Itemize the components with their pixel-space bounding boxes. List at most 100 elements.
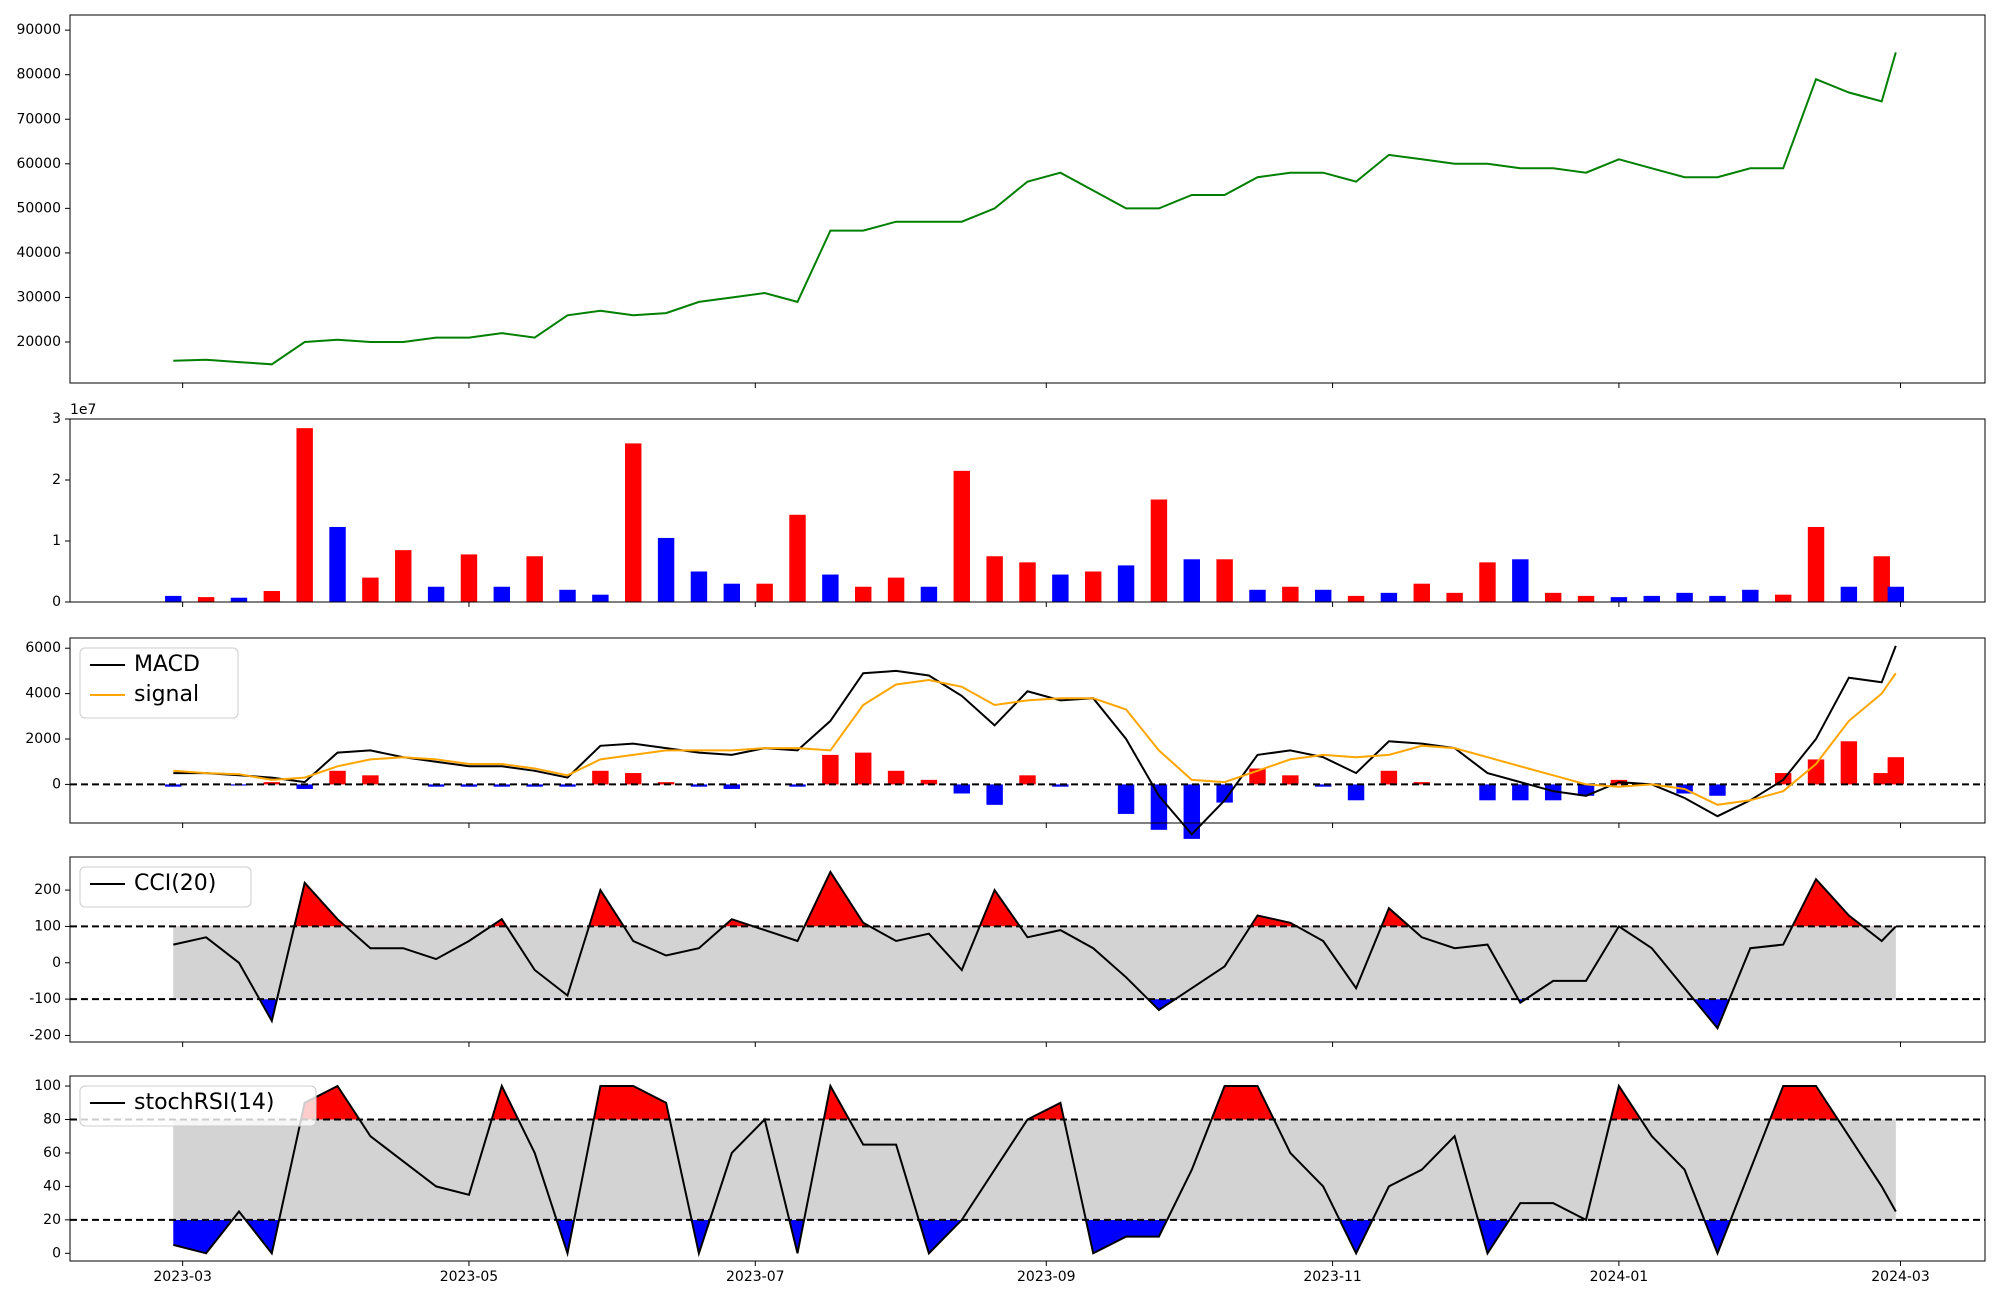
x-tick-label: 2023-03 bbox=[153, 1269, 212, 1285]
y-tick-label: 0 bbox=[52, 1245, 61, 1261]
histogram-bar bbox=[1479, 784, 1496, 801]
histogram-bar bbox=[165, 784, 182, 787]
histogram-bar bbox=[1282, 775, 1299, 785]
histogram-bar bbox=[329, 770, 346, 785]
volume-bar bbox=[953, 470, 971, 602]
x-tick-label: 2023-11 bbox=[1303, 1269, 1362, 1285]
volume-bar bbox=[1052, 574, 1069, 602]
histogram-bar bbox=[1117, 784, 1135, 814]
y-tick-label: 0 bbox=[52, 776, 61, 792]
y-tick-label: 50000 bbox=[16, 200, 61, 216]
volume-bar bbox=[1873, 556, 1890, 602]
panel-frame bbox=[69, 14, 1986, 384]
volume-bar bbox=[723, 583, 741, 602]
volume-bar bbox=[1577, 595, 1595, 602]
volume-bar bbox=[1807, 526, 1825, 602]
volume-bar bbox=[493, 586, 511, 602]
volume-bar bbox=[460, 554, 478, 602]
legend: MACD signal bbox=[79, 647, 239, 719]
volume-bar bbox=[559, 589, 576, 602]
legend-label: MACD bbox=[134, 652, 200, 677]
histogram-bar bbox=[986, 784, 1003, 805]
histogram-bar bbox=[1807, 759, 1825, 785]
histogram-bar bbox=[1150, 784, 1168, 830]
y-tick-label: 70000 bbox=[16, 111, 61, 127]
x-tick-label: 2023-05 bbox=[440, 1269, 499, 1285]
volume-bar bbox=[395, 550, 412, 602]
y-tick-label: 30000 bbox=[16, 289, 61, 305]
histogram-bar bbox=[1873, 773, 1890, 785]
histogram-bar bbox=[1019, 775, 1036, 785]
y-tick-label: 2 bbox=[52, 472, 61, 488]
volume-bar bbox=[1610, 597, 1628, 602]
histogram-bar bbox=[1577, 784, 1595, 796]
histogram-bar bbox=[460, 784, 478, 787]
y-tick-label: 200 bbox=[34, 882, 61, 898]
volume-bar bbox=[789, 514, 806, 602]
volume-bar bbox=[329, 526, 346, 602]
y-tick-label: 2000 bbox=[25, 731, 61, 747]
y-tick-label: 1 bbox=[52, 533, 61, 549]
volume-bar bbox=[1413, 583, 1430, 602]
y-tick-label: 60000 bbox=[16, 156, 61, 172]
volume-bar bbox=[1183, 559, 1200, 602]
histogram-bar bbox=[592, 770, 609, 785]
histogram-bar bbox=[789, 784, 806, 787]
y-tick-label: 3 bbox=[52, 411, 61, 427]
x-tick-label: 2024-01 bbox=[1590, 1269, 1649, 1285]
volume-bar bbox=[756, 583, 773, 602]
volume-bar bbox=[1544, 592, 1562, 602]
volume-bar bbox=[625, 443, 642, 602]
legend-label: CCI(20) bbox=[134, 871, 216, 896]
volume-bar bbox=[1742, 589, 1759, 602]
y-tick-label: 0 bbox=[52, 594, 61, 610]
panel-frame bbox=[69, 418, 1986, 603]
y-tick-label: 20000 bbox=[16, 334, 61, 350]
volume-bar bbox=[1676, 592, 1693, 602]
volume-bar bbox=[1282, 586, 1299, 602]
volume-bar bbox=[1840, 586, 1858, 602]
histogram-bar bbox=[1413, 782, 1430, 785]
volume-bar bbox=[526, 556, 543, 602]
above-fill bbox=[301, 1086, 1838, 1120]
x-tick-label: 2023-09 bbox=[1017, 1269, 1076, 1285]
histogram-bar bbox=[1380, 770, 1398, 785]
legend: CCI(20) bbox=[79, 866, 252, 908]
histogram-bar bbox=[1347, 784, 1365, 801]
below-fill bbox=[173, 999, 1896, 1029]
histogram-bar bbox=[493, 784, 511, 787]
volume-bar bbox=[1084, 571, 1102, 602]
volume-bar bbox=[165, 595, 182, 602]
histogram-bar bbox=[427, 784, 445, 787]
y-tick-label: 80 bbox=[43, 1111, 61, 1127]
volume-bar bbox=[592, 594, 609, 602]
histogram-bar bbox=[657, 782, 675, 785]
volume-bar bbox=[887, 577, 905, 602]
histogram-bar bbox=[1314, 784, 1332, 787]
volume-bar bbox=[1347, 595, 1365, 602]
histogram-bar bbox=[296, 784, 313, 789]
histogram-bar bbox=[855, 752, 872, 785]
volume-bar bbox=[1150, 499, 1168, 602]
volume-bar bbox=[230, 597, 248, 602]
histogram-bar bbox=[1052, 784, 1069, 787]
price-line bbox=[173, 52, 1897, 366]
y-offset-label: 1e7 bbox=[70, 402, 96, 418]
volume-bar bbox=[362, 577, 379, 602]
legend-label: signal bbox=[134, 682, 199, 707]
below-fill bbox=[173, 1219, 1896, 1254]
histogram-bar bbox=[723, 784, 741, 789]
volume-bar bbox=[427, 586, 445, 602]
volume-bar bbox=[1643, 595, 1660, 602]
panel-frame bbox=[69, 856, 1986, 1043]
panel-frame bbox=[69, 1075, 1986, 1262]
panel-frame bbox=[69, 637, 1986, 824]
volume-bar bbox=[197, 597, 215, 602]
indicator-line bbox=[173, 1083, 1897, 1258]
volume-bar bbox=[1380, 592, 1398, 602]
histogram-bar bbox=[526, 784, 543, 787]
volume-bar bbox=[1479, 562, 1496, 602]
histogram-bar bbox=[822, 754, 839, 785]
indicator-line bbox=[173, 672, 1897, 806]
